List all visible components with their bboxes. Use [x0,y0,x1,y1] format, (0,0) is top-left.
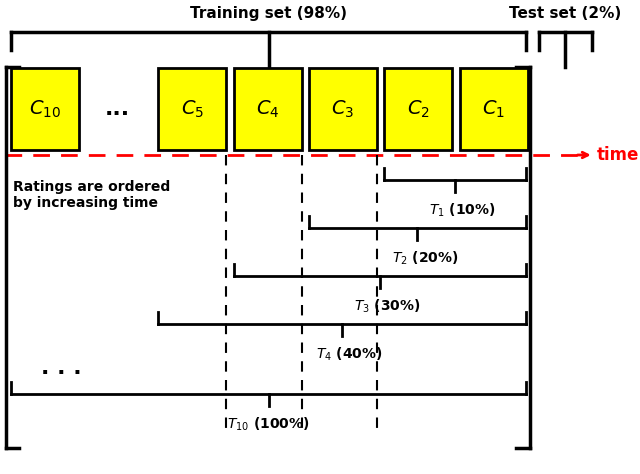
Bar [12,68,79,150]
Bar [460,68,527,150]
Text: ...: ... [105,99,131,119]
Text: $T_4$ (40%): $T_4$ (40%) [316,346,383,364]
Text: $C_3$: $C_3$ [332,98,355,119]
Text: Test set (2%): Test set (2%) [509,6,621,20]
Bar [309,68,377,150]
Text: time: time [596,146,639,164]
Bar [234,68,301,150]
Text: $T_3$ (30%): $T_3$ (30%) [354,298,420,315]
Text: . . .: . . . [41,358,81,378]
Text: Training set (98%): Training set (98%) [190,6,347,20]
Text: Ratings are ordered
by increasing time: Ratings are ordered by increasing time [13,180,170,210]
Bar [158,68,226,150]
Text: $T_2$ (20%): $T_2$ (20%) [392,250,458,267]
Text: $T_1$ (10%): $T_1$ (10%) [429,202,496,219]
Text: $C_{10}$: $C_{10}$ [29,98,61,119]
Text: $C_1$: $C_1$ [483,98,505,119]
Text: $T_{10}$ (100%): $T_{10}$ (100%) [227,416,310,433]
Text: $C_2$: $C_2$ [407,98,430,119]
Bar [385,68,452,150]
Text: $C_4$: $C_4$ [256,98,279,119]
Text: $C_5$: $C_5$ [180,98,204,119]
